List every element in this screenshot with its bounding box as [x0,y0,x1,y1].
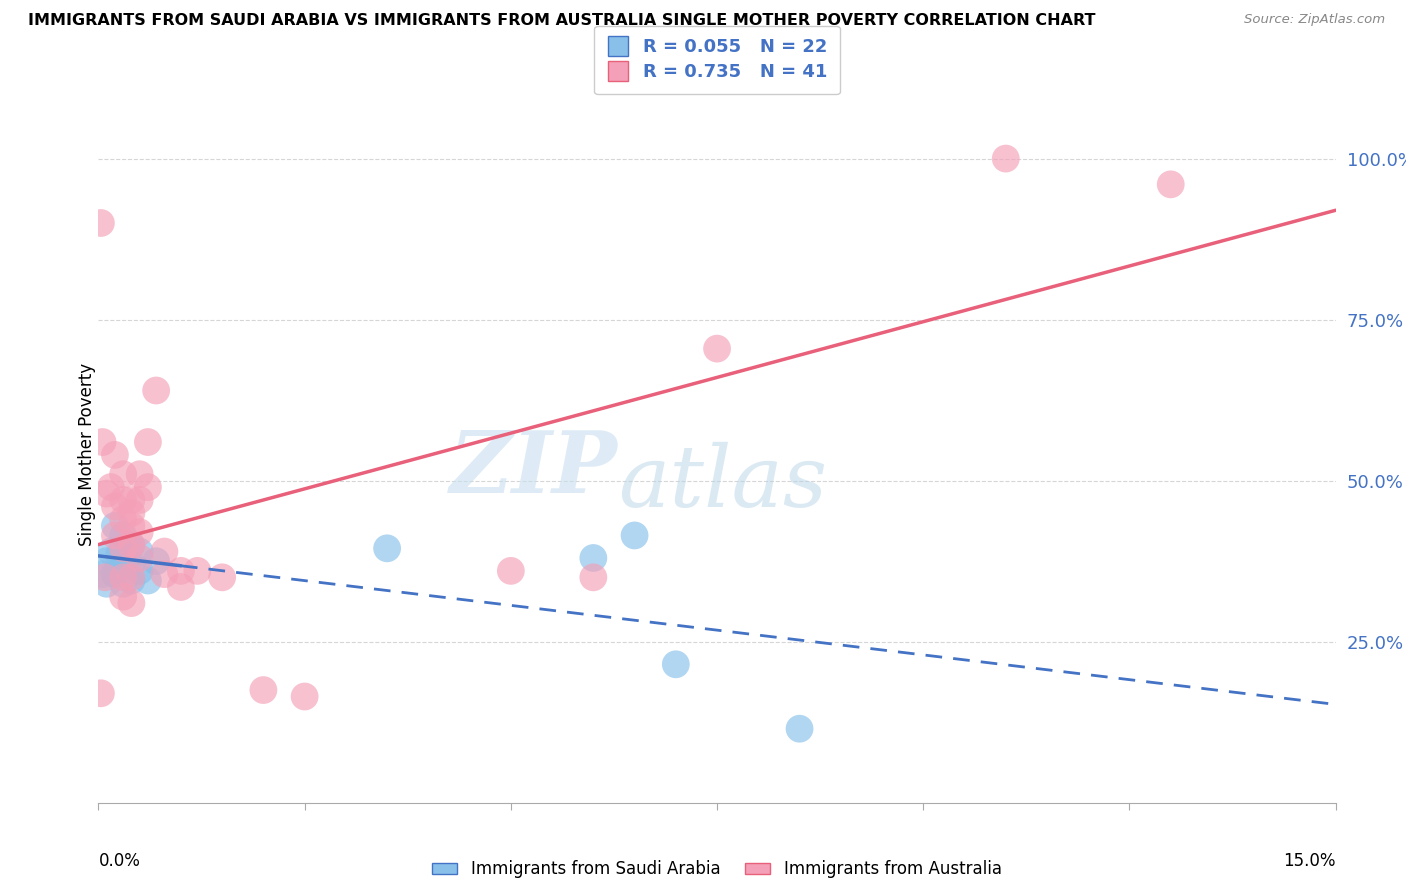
Point [108,548,131,562]
Point [170,580,193,594]
Point [104,500,127,514]
Point [211,570,233,584]
Point [112,467,135,482]
Legend: Immigrants from Saudi Arabia, Immigrants from Australia: Immigrants from Saudi Arabia, Immigrants… [426,854,1008,885]
Point [120,538,142,552]
Text: 15.0%: 15.0% [1284,852,1336,870]
Point [186,564,208,578]
Point [94,570,117,584]
Point [90,686,112,700]
Point [128,493,150,508]
Point [90,216,112,230]
Point [128,564,150,578]
Point [91,435,114,450]
Point [153,544,176,558]
Point [120,570,142,584]
Point [665,657,688,672]
Point [96,576,118,591]
Point [120,493,142,508]
Point [100,544,122,558]
Text: 0.0%: 0.0% [98,852,141,870]
Point [112,576,135,591]
Point [136,435,159,450]
Point [112,528,135,542]
Point [499,564,522,578]
Point [120,574,142,588]
Point [120,518,142,533]
Y-axis label: Single Mother Poverty: Single Mother Poverty [79,363,96,547]
Point [96,486,118,500]
Point [104,518,127,533]
Text: IMMIGRANTS FROM SAUDI ARABIA VS IMMIGRANTS FROM AUSTRALIA SINGLE MOTHER POVERTY : IMMIGRANTS FROM SAUDI ARABIA VS IMMIGRAN… [28,13,1095,29]
Point [706,342,728,356]
Point [112,570,135,584]
Point [128,467,150,482]
Point [145,384,167,398]
Point [582,551,605,566]
Point [100,480,122,494]
Point [994,152,1017,166]
Point [375,541,398,556]
Point [136,574,159,588]
Point [104,448,127,462]
Point [120,558,142,572]
Point [170,564,193,578]
Point [128,525,150,540]
Point [789,722,811,736]
Point [128,551,150,566]
Point [120,538,142,552]
Point [153,567,176,582]
Point [120,596,142,610]
Point [252,683,274,698]
Point [104,528,127,542]
Point [582,570,605,584]
Point [136,480,159,494]
Point [120,506,142,520]
Point [112,541,135,556]
Point [623,528,645,542]
Point [112,590,135,604]
Point [104,567,127,582]
Text: ZIP: ZIP [450,427,619,510]
Point [112,554,135,568]
Point [112,493,135,508]
Point [112,512,135,526]
Point [1160,178,1182,192]
Text: atlas: atlas [619,442,827,524]
Point [145,554,167,568]
Point [91,567,114,582]
Text: Source: ZipAtlas.com: Source: ZipAtlas.com [1244,13,1385,27]
Point [294,690,316,704]
Point [128,544,150,558]
Point [96,554,118,568]
